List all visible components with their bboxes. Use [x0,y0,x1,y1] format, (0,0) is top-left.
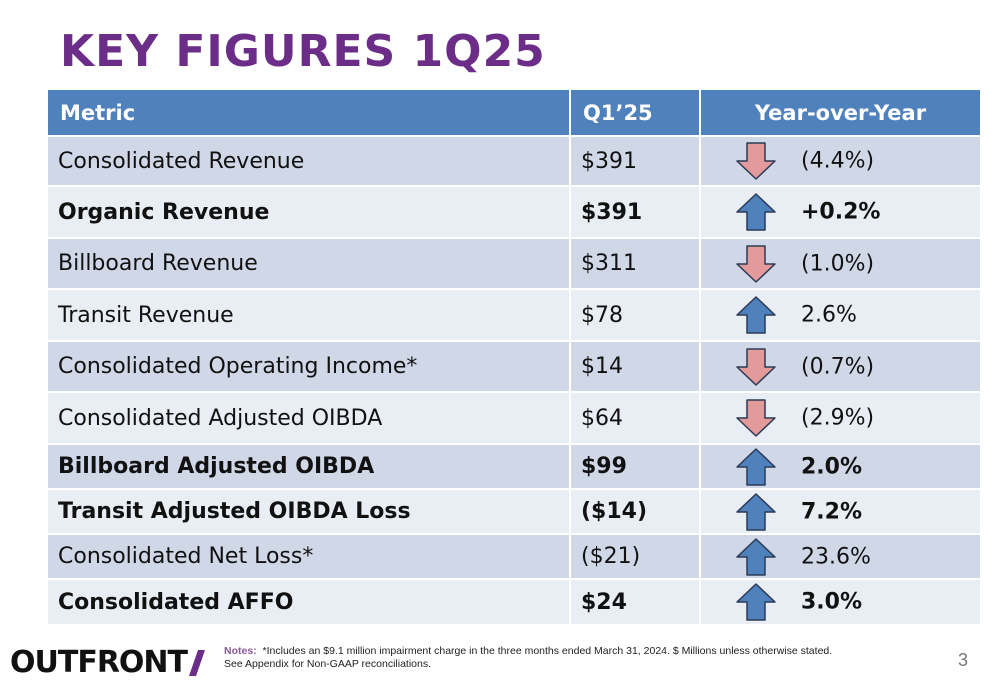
table-row: Consolidated Revenue $391 (4.4%) [48,135,980,186]
yoy-value: (0.7%) [801,354,875,379]
yoy-cell: (4.4%) [700,135,980,186]
table-row: Consolidated Adjusted OIBDA $64 (2.9%) [48,391,980,444]
yoy-cell: 2.6% [700,288,980,341]
table-row: Consolidated Operating Income* $14 (0.7%) [48,340,980,392]
yoy-value: 2.6% [801,302,857,328]
table-row: Transit Revenue $78 2.6% [48,288,980,341]
yoy-value: 2.0% [801,454,863,479]
yoy-cell: (0.7%) [700,340,980,392]
yoy-cell: +0.2% [700,185,980,238]
yoy-value: 3.0% [801,589,863,615]
table-header-row: Metric Q1’25 Year-over-Year [48,90,980,136]
yoy-value: (2.9%) [801,405,875,431]
yoy-cell: (2.9%) [700,391,980,444]
logo-text: OUTFRONT [10,645,188,680]
metric-cell: Consolidated Net Loss* [48,533,571,579]
q1-value-cell: $99 [570,443,701,489]
q1-value-cell: $391 [570,135,701,186]
yoy-cell: (1.0%) [700,237,980,289]
notes-line-1: *Includes an $9.1 million impairment cha… [262,645,833,657]
metric-cell: Transit Revenue [48,288,571,341]
arrow-up-icon [736,447,776,486]
metric-cell: Billboard Revenue [48,237,571,289]
yoy-cell: 3.0% [700,578,980,624]
notes-line-2: See Appendix for Non-GAAP reconciliation… [224,658,432,670]
arrow-down-icon [736,244,776,283]
yoy-value: 23.6% [801,544,871,569]
metric-cell: Consolidated Revenue [48,135,571,186]
table-row: Consolidated AFFO $24 3.0% [48,578,980,624]
key-figures-table: Metric Q1’25 Year-over-Year Consolidated… [48,90,980,624]
logo-slash-icon [189,649,205,676]
header-metric: Metric [48,90,571,136]
header-yoy: Year-over-Year [700,90,980,136]
table-row: Consolidated Net Loss* ($21) 23.6% [48,533,980,579]
arrow-up-icon [736,193,776,231]
yoy-cell: 23.6% [700,533,980,579]
q1-value-cell: $391 [570,185,701,238]
q1-value-cell: $64 [570,391,701,444]
metric-cell: Consolidated AFFO [48,578,571,624]
table-row: Organic Revenue $391 +0.2% [48,185,980,238]
footer-notes: Notes: *Includes an $9.1 million impairm… [224,645,924,671]
yoy-value: (4.4%) [801,148,875,174]
q1-value-cell: $14 [570,340,701,392]
page-number: 3 [958,650,969,670]
metric-cell: Billboard Adjusted OIBDA [48,443,571,489]
yoy-cell: 2.0% [700,443,980,489]
notes-label: Notes: [224,645,257,657]
metric-cell: Transit Adjusted OIBDA Loss [48,488,571,534]
arrow-up-icon [736,537,776,576]
table-row: Billboard Revenue $311 (1.0%) [48,237,980,289]
table-row: Transit Adjusted OIBDA Loss ($14) 7.2% [48,488,980,534]
outfront-logo: OUTFRONT [10,645,205,680]
arrow-down-icon [736,142,776,180]
arrow-down-icon [736,399,776,437]
arrow-up-icon [736,492,776,531]
q1-value-cell: $311 [570,237,701,289]
yoy-value: (1.0%) [801,251,875,276]
yoy-cell: 7.2% [700,488,980,534]
table-row: Billboard Adjusted OIBDA $99 2.0% [48,443,980,489]
q1-value-cell: ($21) [570,533,701,579]
arrow-up-icon [736,296,776,334]
q1-value-cell: $24 [570,578,701,624]
metric-cell: Consolidated Operating Income* [48,340,571,392]
q1-value-cell: ($14) [570,488,701,534]
yoy-value: 7.2% [801,499,863,524]
arrow-down-icon [736,347,776,386]
yoy-value: +0.2% [801,199,881,225]
q1-value-cell: $78 [570,288,701,341]
metric-cell: Organic Revenue [48,185,571,238]
page-title: KEY FIGURES 1Q25 [60,26,546,77]
metric-cell: Consolidated Adjusted OIBDA [48,391,571,444]
arrow-up-icon [736,583,776,621]
header-q1: Q1’25 [570,90,701,136]
